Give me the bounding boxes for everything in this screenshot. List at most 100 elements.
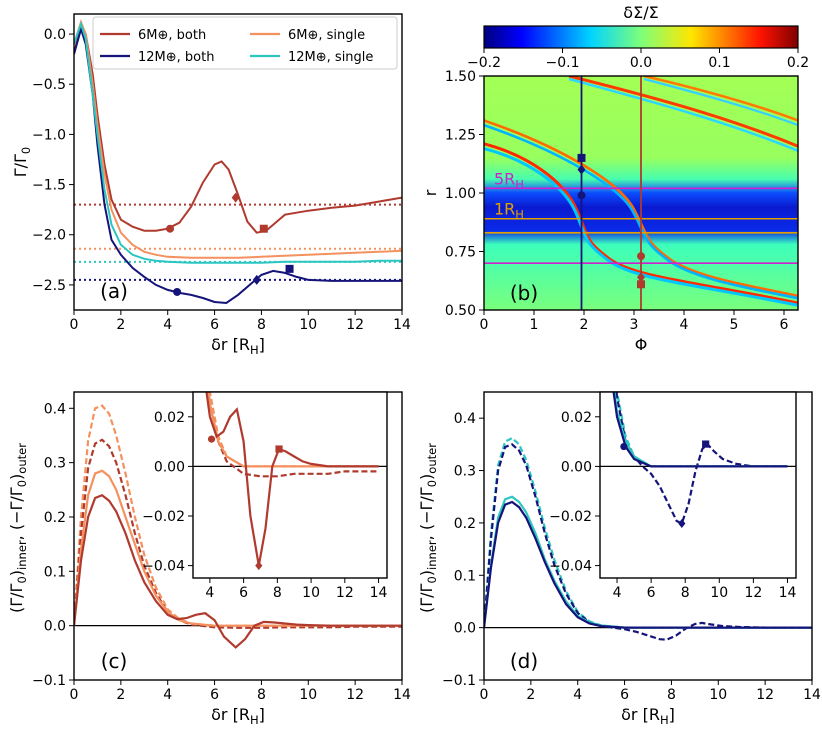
panel-b-spiral-wake: [643, 77, 798, 127]
panel-a-xtick-label: 12: [346, 317, 364, 333]
inset-marker: [620, 442, 628, 451]
panel-b-ytick-label: 1.50: [445, 69, 476, 85]
colorbar-tick-label: 0.1: [708, 55, 730, 71]
panel-d-xtick-label: 12: [756, 687, 774, 703]
panel-b-spiral-wake: [643, 76, 798, 122]
colorbar-tick-label: −0.2: [467, 55, 501, 71]
panel-b-x-axis-label: Φ: [635, 335, 648, 354]
panel-d-xtick-label: 14: [803, 687, 821, 703]
panel-c-y-axis-label: (Γ/Γ0​)inner​, (−Γ/Γ0​)outer​: [7, 443, 29, 613]
panel-c-xtick-label: 12: [346, 687, 364, 703]
panel-b-xtick-label: 5: [730, 317, 739, 333]
panel-a-x-axis-label: δr [RH​]: [211, 335, 265, 357]
panel-b-label: (b): [510, 281, 538, 305]
panel-c-xtick-label: 2: [116, 687, 125, 703]
panel-a-label: (a): [100, 279, 128, 303]
panel-d-xtick-label: 10: [709, 687, 727, 703]
panel-b-xtick-label: 1: [530, 317, 539, 333]
panel-b-spiral-wake: [484, 147, 798, 307]
panel-b-spiral-wake: [568, 77, 798, 153]
panel-b-ytick-label: 0.50: [445, 303, 476, 319]
inset-xtick-label: 12: [744, 585, 762, 601]
inset-xtick-label: 12: [336, 585, 354, 601]
inset-series-line: [612, 392, 788, 468]
inset-ytick-label: −0.04: [142, 559, 185, 575]
panel-d-label: (d): [510, 649, 538, 673]
panel-a-xtick-label: 10: [299, 317, 317, 333]
inset-xtick-label: 8: [681, 585, 690, 601]
inset-ytick-label: −0.04: [549, 559, 592, 575]
panel-b-colorbar: [483, 25, 799, 49]
inset-ytick-label: 0.02: [561, 410, 592, 426]
panel-c-ytick-label: 0.2: [44, 510, 66, 526]
panel-d-xtick-label: 6: [620, 687, 629, 703]
inset-xtick-label: 8: [273, 585, 282, 601]
legend-entry-label: 6M⊕, both: [138, 28, 206, 43]
inset-xtick-label: 4: [613, 585, 622, 601]
panel-b-ytick-label: 1.25: [445, 128, 476, 144]
panel-b-colorbar-title: δΣ/Σ: [623, 3, 658, 22]
panel-c-ytick-label: 0.1: [44, 564, 66, 580]
panel-b-spiral-wake: [568, 76, 798, 148]
inset-xtick-label: 6: [647, 585, 656, 601]
panel-c-xtick-label: 10: [299, 687, 317, 703]
panel-b-spiral-wake: [484, 123, 798, 300]
inset-background: [600, 392, 796, 578]
panel-d-xtick-label: 0: [480, 687, 489, 703]
panel-a-ytick-label: −1.0: [32, 127, 66, 143]
inset-frame: [599, 391, 797, 579]
panel-c: 0 2 4 6 8 10 12 14 −0.1 0.0 0.1 0.2 0.3 0.4 δr [RH​] (Γ…: [7, 391, 411, 727]
panel-a-marker: [173, 287, 182, 296]
panel-c-series-line: [74, 493, 402, 649]
inset-series-line: [207, 392, 379, 478]
panel-d-ytick-label: 0.2: [454, 516, 476, 532]
inset-marker: [678, 518, 686, 528]
inset-xtick-label: 4: [205, 585, 214, 601]
panel-a-marker: [231, 192, 240, 203]
panel-b-xtick-label: 6: [780, 317, 789, 333]
panel-a-xtick-label: 6: [210, 317, 219, 333]
panel-d-series-line: [484, 500, 812, 629]
panel-a-ytick-label: 0.0: [44, 27, 66, 43]
panel-c-xtick-label: 0: [70, 687, 79, 703]
panel-b-ytick-label: 0.75: [445, 245, 476, 261]
inset-ytick-label: 0.00: [561, 459, 592, 475]
panel-a-xtick-label: 2: [116, 317, 125, 333]
colorbar-tick-label: 0.0: [630, 55, 652, 71]
panel-d-inset: 4 6 8 10 12 14 0.02 0.00 −0.02 −0.04: [549, 391, 797, 601]
panel-a-series-line: [74, 20, 402, 264]
panel-b-xtick-label: 0: [480, 317, 489, 333]
inset-marker: [207, 435, 216, 443]
panel-d-y-axis-label: (Γ/Γ0​)inner​, (−Γ/Γ0​)outer​: [417, 443, 439, 613]
panel-d-series-line: [484, 443, 812, 641]
inset-xtick-label: 14: [370, 585, 388, 601]
panel-a-marker: [285, 264, 294, 273]
panel-a-xtick-label: 0: [70, 317, 79, 333]
panel-a-series-line: [74, 20, 402, 234]
panel-a: 0 2 4 6 8 10 12 14 0.0 −0.5 −1.0 −1.5 −2.0 −2.5 δr [RH…: [11, 13, 411, 357]
inset-xtick-label: 6: [239, 585, 248, 601]
panel-a-xtick-label: 14: [393, 317, 411, 333]
panel-b-marker: [637, 280, 645, 289]
panel-a-ytick-label: −1.5: [32, 178, 66, 194]
panel-a-xtick-label: 8: [257, 317, 266, 333]
panel-c-ytick-label: −0.1: [32, 673, 66, 689]
panel-c-series-line: [74, 469, 402, 627]
inset-ytick-label: 0.02: [154, 410, 185, 426]
panel-b-marker: [577, 153, 586, 162]
panel-b-plot-area: [484, 76, 798, 310]
panel-b-y-axis-label: r: [421, 189, 440, 196]
panel-b-marker: [577, 164, 586, 175]
panel-c-xtick-label: 8: [257, 687, 266, 703]
inset-plot-area: [600, 392, 796, 528]
panel-a-marker: [252, 274, 261, 285]
panel-d-plot-area: [484, 436, 812, 641]
panel-c-x-axis-label: δr [RH​]: [211, 705, 265, 727]
inset-xtick-label: 14: [779, 585, 797, 601]
inset-series-line: [207, 392, 379, 468]
panel-c-xtick-label: 4: [163, 687, 172, 703]
panel-c-ytick-label: 0.4: [44, 401, 66, 417]
panel-a-plot-area: [74, 18, 402, 305]
inset-marker: [702, 440, 710, 448]
